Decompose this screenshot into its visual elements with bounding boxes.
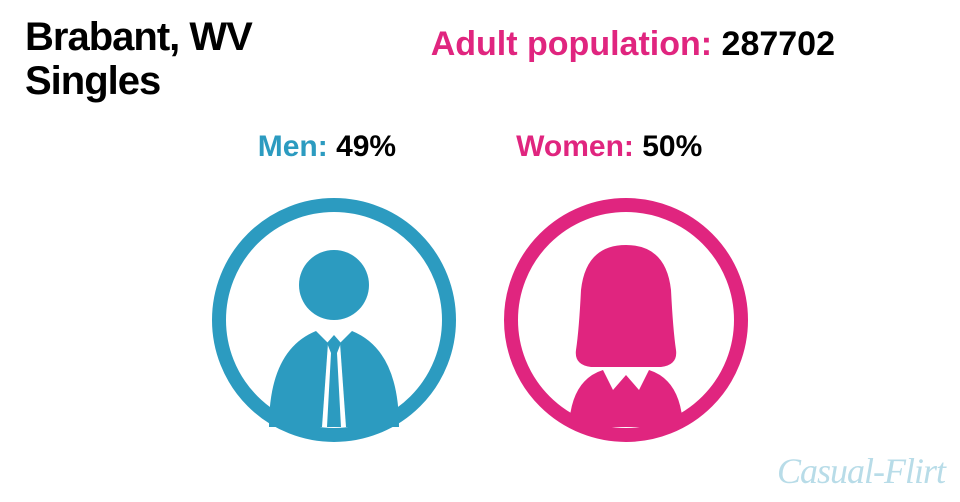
watermark-part1: Casual xyxy=(777,451,873,491)
men-stat: Men: 49% xyxy=(258,130,396,164)
location-title: Brabant, WV Singles xyxy=(25,15,252,103)
men-value: 49% xyxy=(336,130,396,163)
women-value: 50% xyxy=(642,130,702,163)
population-label: Adult population: xyxy=(431,25,712,63)
woman-icon xyxy=(501,195,751,445)
population-stat: Adult population: 287702 xyxy=(431,25,835,64)
location-line1: Brabant, WV xyxy=(25,15,252,59)
icons-row xyxy=(0,195,960,445)
location-line2: Singles xyxy=(25,59,160,103)
women-stat: Women: 50% xyxy=(516,130,702,164)
men-label: Men: xyxy=(258,130,328,163)
watermark-part2: -Flirt xyxy=(873,451,945,491)
man-icon xyxy=(209,195,459,445)
stats-row: Men: 49% Women: 50% xyxy=(0,130,960,164)
watermark: Casual-Flirt xyxy=(777,450,945,492)
women-label: Women: xyxy=(516,130,634,163)
population-value: 287702 xyxy=(722,25,835,63)
